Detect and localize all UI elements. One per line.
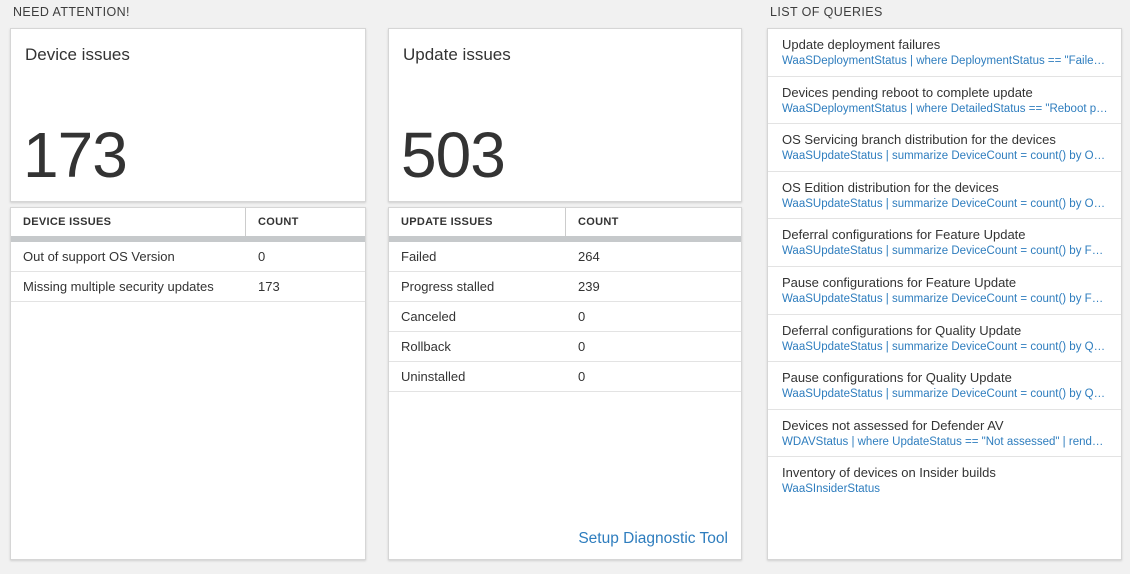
device-issues-count: 173 xyxy=(23,119,128,191)
issue-count: 0 xyxy=(578,309,586,324)
device-issues-column-header: DEVICE ISSUES xyxy=(23,216,112,228)
query-text: WaaSUpdateStatus | summarize DeviceCount… xyxy=(782,245,1109,258)
issue-count: 0 xyxy=(578,339,586,354)
query-title: Inventory of devices on Insider builds xyxy=(782,465,996,481)
issue-count: 239 xyxy=(578,279,600,294)
query-title: Pause configurations for Quality Update xyxy=(782,370,1012,386)
issue-count: 173 xyxy=(258,279,280,294)
query-list-panel: Update deployment failures WaaSDeploymen… xyxy=(767,28,1122,560)
query-title: Devices not assessed for Defender AV xyxy=(782,417,1004,433)
issue-label: Out of support OS Version xyxy=(23,249,175,264)
query-text: WaaSUpdateStatus | summarize DeviceCount… xyxy=(782,150,1109,163)
query-title: OS Edition distribution for the devices xyxy=(782,179,999,195)
query-title: Deferral configurations for Quality Upda… xyxy=(782,322,1022,338)
query-list-item[interactable]: Deferral configurations for Quality Upda… xyxy=(768,315,1121,363)
query-title: Update deployment failures xyxy=(782,37,941,52)
query-list-item[interactable]: Devices not assessed for Defender AV WDA… xyxy=(768,410,1121,458)
count-column-header: COUNT xyxy=(578,216,619,228)
issue-label: Failed xyxy=(401,249,437,264)
query-list-item[interactable]: Update deployment failures WaaSDeploymen… xyxy=(768,29,1121,77)
table-header-divider-bar xyxy=(389,236,741,242)
device-issues-table-header: DEVICE ISSUES COUNT xyxy=(11,208,365,236)
issue-count: 0 xyxy=(578,369,586,384)
query-list-item[interactable]: Inventory of devices on Insider builds W… xyxy=(768,457,1121,505)
device-issues-tile[interactable]: Device issues 173 xyxy=(10,28,366,202)
query-list-item[interactable]: OS Servicing branch distribution for the… xyxy=(768,124,1121,172)
issue-label: Missing multiple security updates xyxy=(23,279,214,294)
table-row[interactable]: Rollback 0 xyxy=(389,332,741,362)
update-issues-tile-title: Update issues xyxy=(403,45,511,64)
query-list-item[interactable]: Pause configurations for Quality Update … xyxy=(768,362,1121,410)
query-text: WaaSUpdateStatus | summarize DeviceCount… xyxy=(782,197,1109,210)
count-column-header: COUNT xyxy=(258,216,299,228)
need-attention-section-label: NEED ATTENTION! xyxy=(13,5,130,19)
query-title: OS Servicing branch distribution for the… xyxy=(782,132,1056,148)
query-text: WaaSInsiderStatus xyxy=(782,483,881,496)
update-issues-table: UPDATE ISSUES COUNT Failed 264 Progress … xyxy=(388,207,742,560)
list-of-queries-section-label: LIST OF QUERIES xyxy=(770,5,883,19)
query-list-item[interactable]: Devices pending reboot to complete updat… xyxy=(768,77,1121,125)
query-text: WaaSUpdateStatus | summarize DeviceCount… xyxy=(782,340,1109,353)
column-divider xyxy=(245,208,246,236)
table-row[interactable]: Uninstalled 0 xyxy=(389,362,741,392)
table-header-divider-bar xyxy=(11,236,365,242)
issue-label: Progress stalled xyxy=(401,279,495,294)
query-text: WaaSDeploymentStatus | where DeploymentS… xyxy=(782,55,1109,67)
query-text: WDAVStatus | where UpdateStatus == "Not … xyxy=(782,435,1109,448)
table-row[interactable]: Progress stalled 239 xyxy=(389,272,741,302)
query-list-item[interactable]: Pause configurations for Feature Update … xyxy=(768,267,1121,315)
issue-count: 0 xyxy=(258,249,266,264)
update-issues-table-header: UPDATE ISSUES COUNT xyxy=(389,208,741,236)
device-issues-table: DEVICE ISSUES COUNT Out of support OS Ve… xyxy=(10,207,366,560)
table-row[interactable]: Out of support OS Version 0 xyxy=(11,242,365,272)
query-text: WaaSUpdateStatus | summarize DeviceCount… xyxy=(782,292,1109,305)
device-issues-tile-title: Device issues xyxy=(25,45,130,64)
query-title: Devices pending reboot to complete updat… xyxy=(782,84,1033,100)
query-title: Pause configurations for Feature Update xyxy=(782,274,1017,290)
query-title: Deferral configurations for Feature Upda… xyxy=(782,227,1026,243)
setup-diagnostic-tool-link[interactable]: Setup Diagnostic Tool xyxy=(578,530,728,547)
issue-count: 264 xyxy=(578,249,600,264)
update-issues-tile[interactable]: Update issues 503 xyxy=(388,28,742,202)
query-list-item[interactable]: OS Edition distribution for the devices … xyxy=(768,172,1121,220)
issue-label: Uninstalled xyxy=(401,369,466,384)
table-row[interactable]: Failed 264 xyxy=(389,242,741,272)
update-issues-count: 503 xyxy=(401,119,506,191)
table-row[interactable]: Missing multiple security updates 173 xyxy=(11,272,365,302)
issue-label: Rollback xyxy=(401,339,451,354)
query-text: WaaSUpdateStatus | summarize DeviceCount… xyxy=(782,388,1109,401)
update-issues-column-header: UPDATE ISSUES xyxy=(401,216,493,228)
column-divider xyxy=(565,208,566,236)
table-row[interactable]: Canceled 0 xyxy=(389,302,741,332)
issue-label: Canceled xyxy=(401,309,456,324)
query-text: WaaSDeploymentStatus | where DetailedSta… xyxy=(782,102,1109,115)
query-list-item[interactable]: Deferral configurations for Feature Upda… xyxy=(768,219,1121,267)
